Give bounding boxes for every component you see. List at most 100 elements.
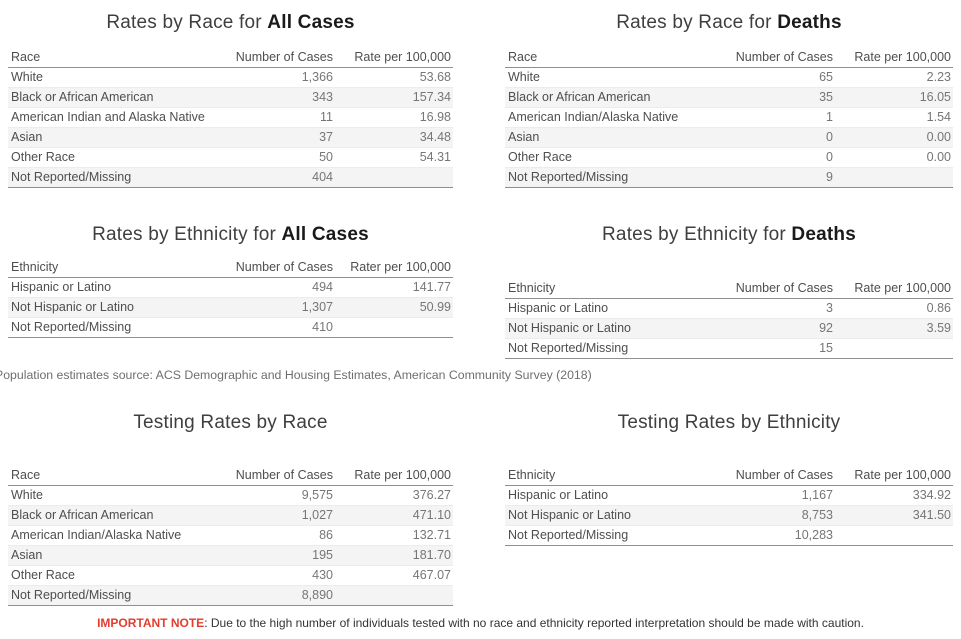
row-value: 65 — [819, 70, 833, 84]
row-label: Other Race — [11, 568, 75, 582]
table-row: Asian 37 34.48 — [8, 128, 453, 148]
row-label: Black or African American — [508, 90, 651, 104]
row-label: Not Hispanic or Latino — [11, 300, 134, 314]
title-prefix: Rates by Ethnicity for — [602, 224, 792, 245]
data-table-race-all-cases: Race Number of Cases Rate per 100,000 White… — [8, 48, 453, 188]
table-row: Not Reported/Missing 10,283 — [505, 526, 953, 546]
table-row: Asian 0 0.00 — [505, 128, 953, 148]
table-row: American Indian/Alaska Native 1 1.54 — [505, 108, 953, 128]
table-header-row: Ethnicity Number of Cases Rater per 100,00… — [8, 258, 453, 278]
row-value: 0 — [826, 130, 833, 144]
table-row: Other Race 430 467.07 — [8, 566, 453, 586]
title-bold: All Cases — [281, 224, 369, 245]
table-row: Black or African American 343 157.34 — [8, 88, 453, 108]
row-value: 334.92 — [912, 488, 951, 502]
table-block-testing-race: Testing Rates by Race Race Number of Case… — [8, 410, 453, 606]
row-value: 16.05 — [919, 90, 951, 104]
row-label: Asian — [11, 548, 43, 562]
data-table-testing-race: Race Number of Cases Rate per 100,000 White… — [8, 466, 453, 606]
important-note-label: IMPORTANT NOTE — [97, 616, 205, 630]
table-header-row: Ethnicity Number of Cases Rate per 100,000 — [505, 466, 953, 486]
column-header: Number of Cases — [735, 468, 833, 482]
row-label: Asian — [11, 130, 43, 144]
table-title: Testing Rates by Race — [8, 410, 453, 436]
title-prefix: Rates by Race for — [616, 12, 778, 33]
column-header: Race — [11, 50, 41, 64]
data-table-ethnicity-deaths: Ethnicity Number of Cases Rate per 100,000… — [505, 279, 953, 359]
table-row: Not Reported/Missing 404 — [8, 168, 453, 188]
row-value: 343 — [312, 90, 333, 104]
column-header: Race — [11, 468, 41, 482]
row-label: White — [11, 488, 43, 502]
title-prefix: Testing Rates by Race — [133, 412, 328, 433]
table-title: Testing Rates by Ethnicity — [505, 410, 953, 436]
row-value: 467.07 — [412, 568, 451, 582]
row-value: 1.54 — [926, 110, 951, 124]
important-note: IMPORTANT NOTE: Due to the high number o… — [0, 616, 961, 630]
row-label: Not Reported/Missing — [11, 170, 132, 184]
row-value: 471.10 — [412, 508, 451, 522]
column-header: Rater per 100,000 — [350, 260, 451, 274]
row-value: 50 — [319, 150, 333, 164]
row-label: Hispanic or Latino — [11, 280, 112, 294]
table-block-testing-ethnicity: Testing Rates by Ethnicity Ethnicity Numb… — [505, 410, 953, 546]
column-header: Number of Cases — [235, 468, 333, 482]
table-block-race-deaths: Rates by Race for Deaths Race Number of C… — [505, 10, 953, 188]
row-value: 0.00 — [926, 130, 951, 144]
table-row: Not Reported/Missing 8,890 — [8, 586, 453, 606]
row-label: Asian — [508, 130, 540, 144]
column-header: Rate per 100,000 — [854, 50, 951, 64]
row-value: 35 — [819, 90, 833, 104]
row-label: Hispanic or Latino — [508, 488, 609, 502]
row-label: Not Hispanic or Latino — [508, 508, 631, 522]
title-bold: All Cases — [267, 12, 355, 33]
row-value: 54.31 — [419, 150, 451, 164]
row-value: 181.70 — [412, 548, 451, 562]
table-header-row: Race Number of Cases Rate per 100,000 — [8, 466, 453, 486]
table-title: Rates by Ethnicity for All Cases — [8, 222, 453, 248]
row-value: 0.86 — [926, 301, 951, 315]
row-value: 430 — [312, 568, 333, 582]
row-value: 37 — [319, 130, 333, 144]
row-value: 341.50 — [912, 508, 951, 522]
row-label: Other Race — [11, 150, 75, 164]
table-row: Not Hispanic or Latino 1,307 50.99 — [8, 298, 453, 318]
row-label: Other Race — [508, 150, 572, 164]
row-label: Black or African American — [11, 90, 154, 104]
row-value: 1,307 — [301, 300, 333, 314]
data-table-race-deaths: Race Number of Cases Rate per 100,000 White… — [505, 48, 953, 188]
column-header: Race — [508, 50, 538, 64]
row-value: 34.48 — [419, 130, 451, 144]
row-value: 404 — [312, 170, 333, 184]
row-label: Not Reported/Missing — [508, 528, 629, 542]
table-row: Hispanic or Latino 1,167 334.92 — [505, 486, 953, 506]
column-header: Ethnicity — [508, 468, 556, 482]
column-header: Number of Cases — [735, 50, 833, 64]
title-prefix: Testing Rates by Ethnicity — [617, 412, 841, 433]
table-block-ethnicity-deaths: Rates by Ethnicity for Deaths Ethnicity N… — [505, 222, 953, 359]
row-value: 8,890 — [301, 588, 333, 602]
table-block-ethnicity-all-cases: Rates by Ethnicity for All Cases Ethnici… — [8, 222, 453, 338]
row-value: 141.77 — [412, 280, 451, 294]
important-note-text: : Due to the high number of individuals … — [204, 616, 864, 630]
row-value: 410 — [312, 320, 333, 334]
row-label: Not Reported/Missing — [11, 320, 132, 334]
row-value: 53.68 — [419, 70, 451, 84]
row-value: 1,027 — [301, 508, 333, 522]
row-value: 1 — [826, 110, 833, 124]
table-row: Not Hispanic or Latino 8,753 341.50 — [505, 506, 953, 526]
row-value: 10,283 — [794, 528, 833, 542]
row-value: 0 — [826, 150, 833, 164]
row-label: White — [11, 70, 43, 84]
table-header-row: Race Number of Cases Rate per 100,000 — [505, 48, 953, 68]
row-value: 8,753 — [801, 508, 833, 522]
data-table-testing-ethnicity: Ethnicity Number of Cases Rate per 100,000… — [505, 466, 953, 546]
row-label: American Indian/Alaska Native — [11, 528, 182, 542]
table-row: Not Reported/Missing 9 — [505, 168, 953, 188]
column-header: Ethnicity — [11, 260, 59, 274]
row-label: Not Reported/Missing — [508, 341, 629, 355]
row-label: Not Hispanic or Latino — [508, 321, 631, 335]
table-block-race-all-cases: Rates by Race for All Cases Race Number o… — [8, 10, 453, 188]
column-header: Ethnicity — [508, 281, 556, 295]
column-header: Rate per 100,000 — [854, 281, 951, 295]
